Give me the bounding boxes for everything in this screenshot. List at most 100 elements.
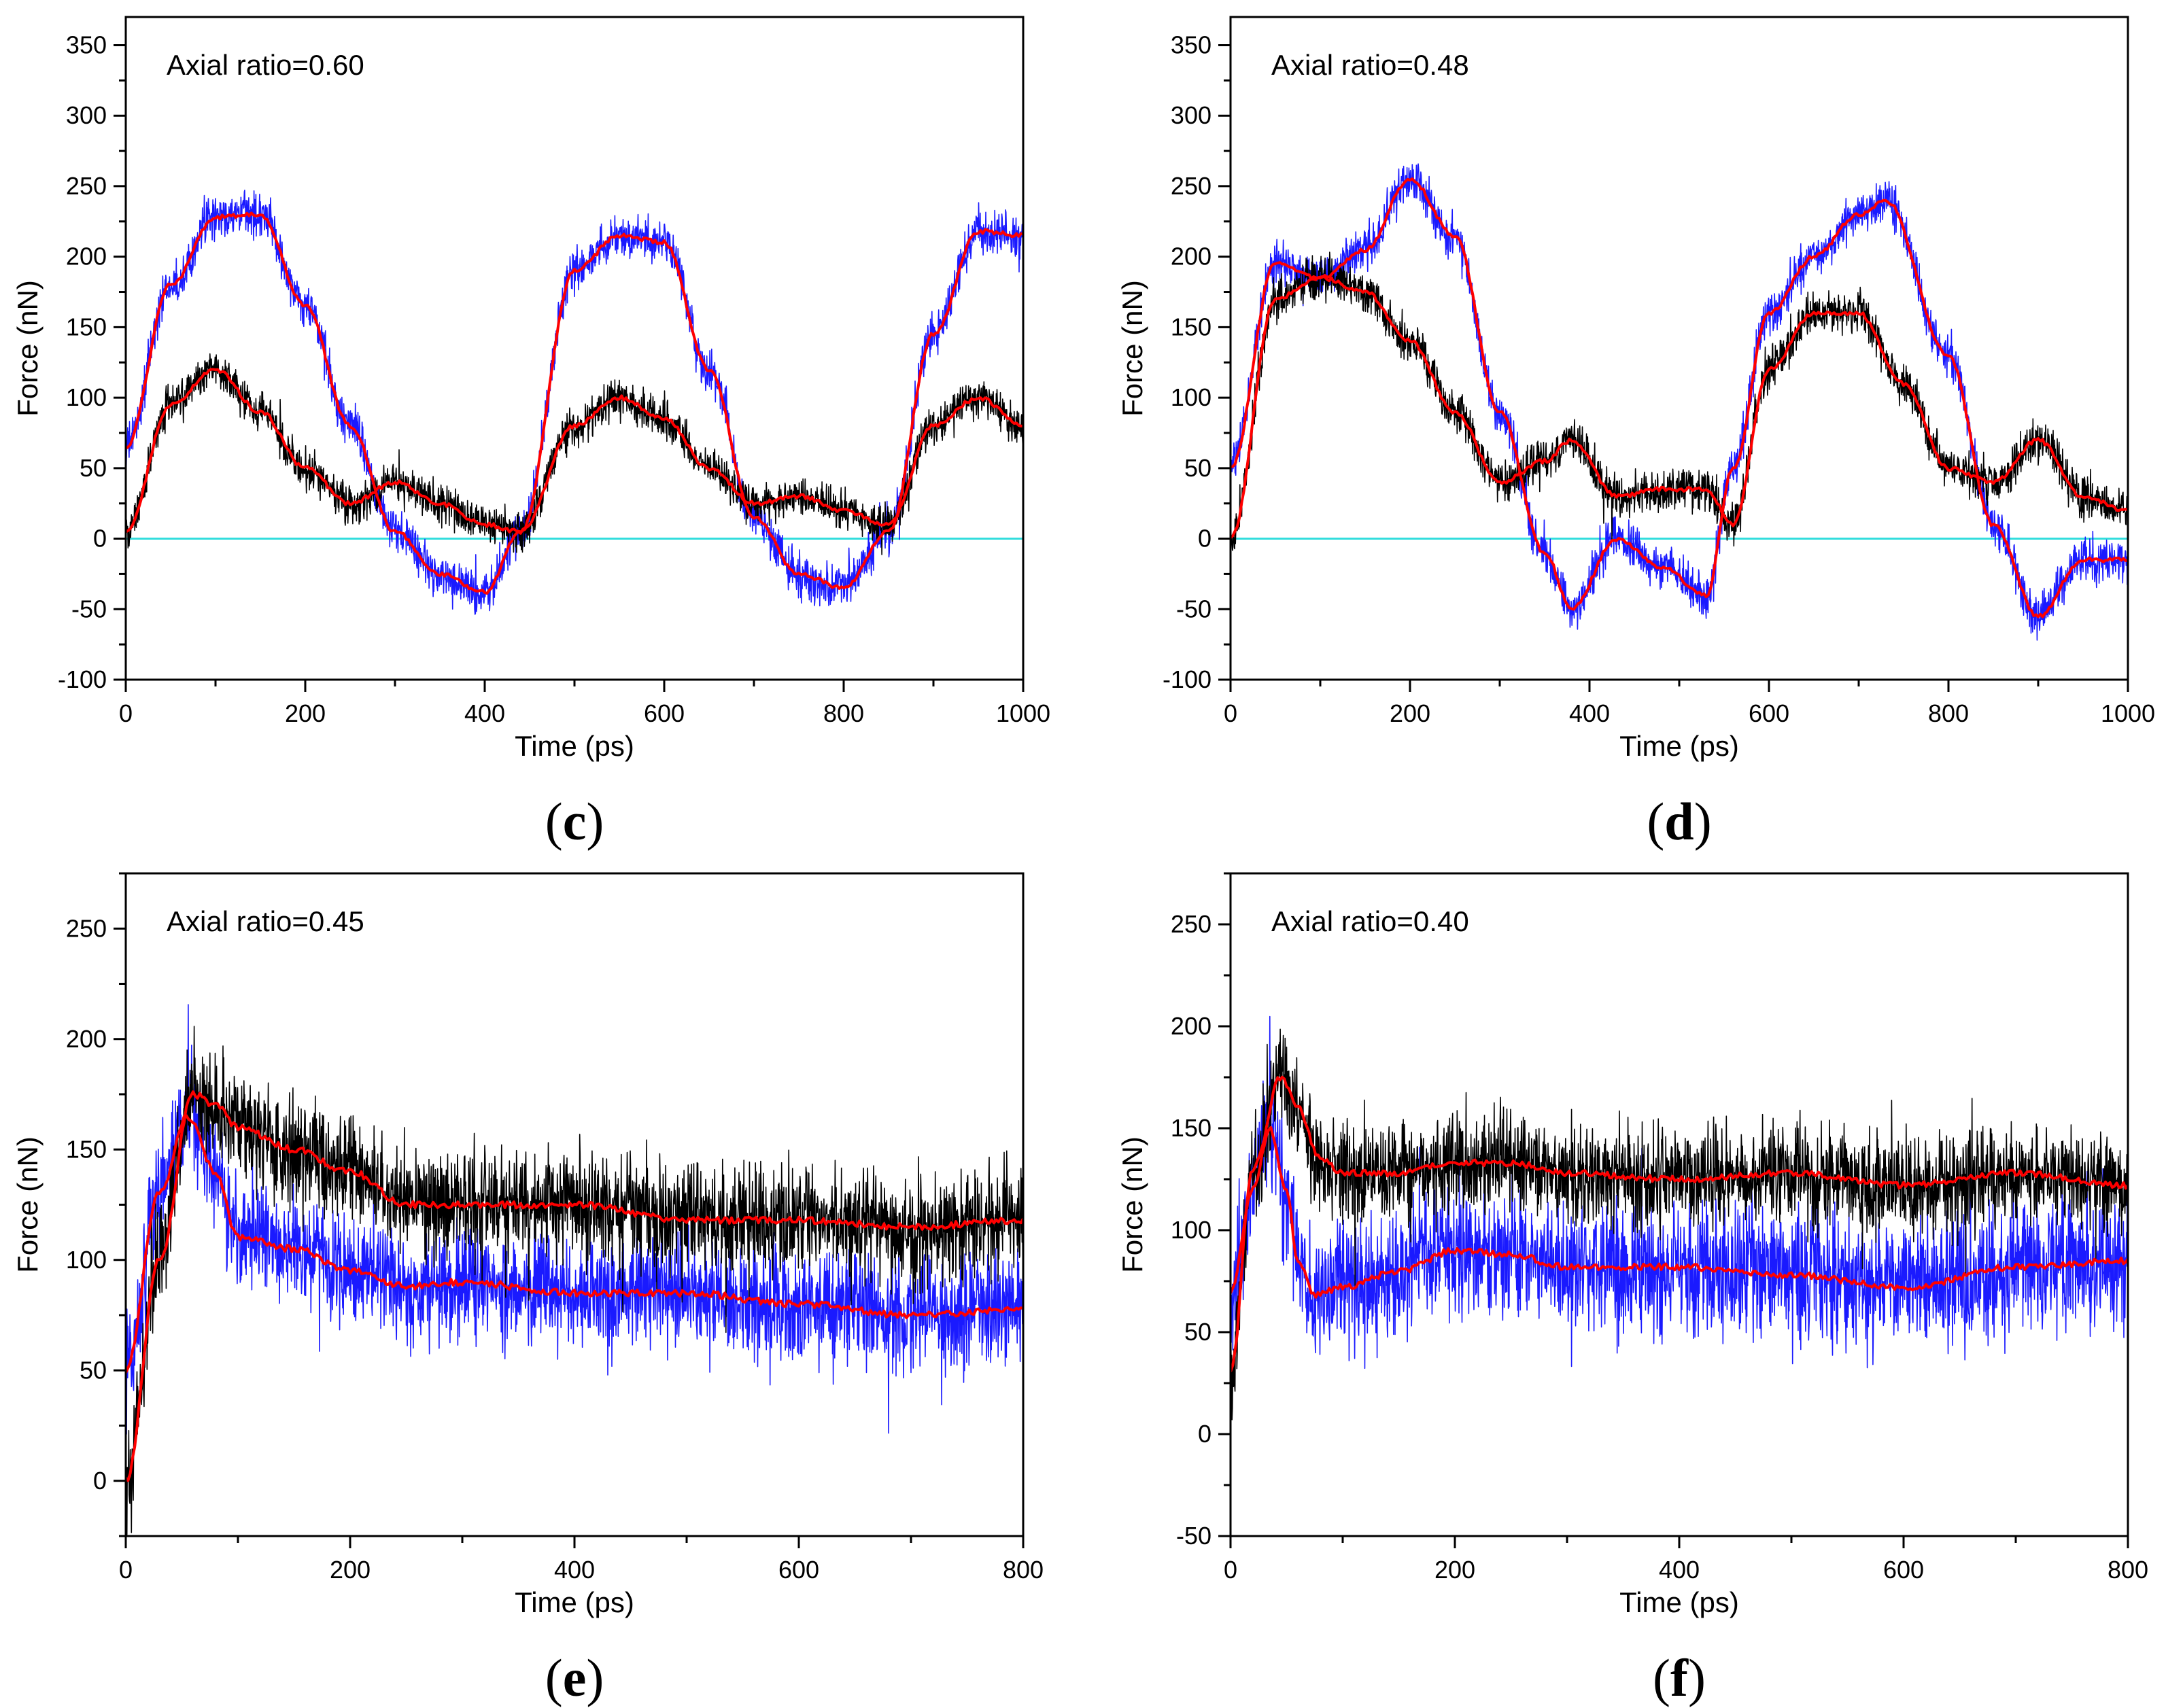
y-tick-label: 300 (66, 101, 107, 129)
y-tick-label: 50 (1184, 454, 1211, 482)
chart-panel-c: 0 200 400 600 800 1000 -100 -50 0 50 100 150 200 250 3… (12, 16, 1050, 762)
caption-close-paren: ) (1694, 792, 1712, 851)
series-black-noisy (1231, 1028, 2128, 1421)
panel-caption-c: (c) (439, 795, 710, 848)
caption-open-paren: ( (545, 792, 563, 851)
x-tick-label: 800 (1003, 1556, 1044, 1584)
y-tick-label: 150 (66, 1135, 107, 1163)
y-axis-title: Force (nN) (12, 1136, 44, 1273)
x-axis-title: Time (ps) (1619, 1586, 1739, 1618)
x-tick-label: 600 (1749, 699, 1789, 727)
axial-ratio-annotation: Axial ratio=0.48 (1271, 49, 1469, 81)
y-tick-label: 150 (1171, 1114, 1211, 1142)
plot-area (126, 1004, 1023, 1535)
y-tick-label: 0 (93, 525, 107, 553)
caption-letter: d (1664, 792, 1694, 851)
x-tick-label: 1000 (2101, 699, 2155, 727)
x-tick-label: 0 (119, 1556, 133, 1584)
series-smooth-fit-2 (1231, 1126, 2128, 1299)
y-tick-label: -50 (71, 595, 107, 623)
plot-frame (1229, 16, 2129, 681)
y-tick-label: 100 (66, 383, 107, 411)
y-tick-label: -50 (1176, 595, 1211, 623)
x-tick-label: 200 (1434, 1556, 1475, 1584)
y-tick-label: -50 (1176, 1522, 1211, 1550)
caption-open-paren: ( (1653, 1648, 1670, 1707)
y-tick-label: 100 (1171, 1216, 1211, 1244)
chart-panel-e: 0 200 400 600 800 0 50 100 150 200 250 Time (ps) For… (12, 872, 1044, 1618)
y-tick-label: 350 (66, 31, 107, 58)
x-tick-label: 600 (778, 1556, 819, 1584)
plot-area (1231, 163, 2128, 641)
y-tick-label: 0 (93, 1467, 107, 1495)
y-axis-title: Force (nN) (12, 280, 44, 417)
x-tick-label: 200 (285, 699, 326, 727)
x-tick-label: 400 (1659, 1556, 1700, 1584)
series-smooth-fit-3 (126, 1090, 1023, 1482)
caption-letter: f (1670, 1648, 1688, 1707)
caption-open-paren: ( (1647, 792, 1665, 851)
y-tick-label: 100 (66, 1246, 107, 1274)
y-axis-title: Force (nN) (1116, 1136, 1148, 1273)
y-tick-label: 50 (80, 454, 107, 482)
y-tick-label: 100 (1171, 383, 1211, 411)
y-axis-title: Force (nN) (1116, 280, 1148, 417)
caption-close-paren: ) (586, 792, 604, 851)
caption-close-paren: ) (586, 1648, 604, 1707)
x-tick-label: 200 (330, 1556, 371, 1584)
series-blue-noisy (1231, 163, 2128, 641)
plot-frame (124, 16, 1025, 681)
x-tick-label: 600 (644, 699, 685, 727)
panel-caption-e: (e) (439, 1652, 710, 1705)
axial-ratio-annotation: Axial ratio=0.60 (167, 49, 364, 81)
x-tick-label: 0 (119, 699, 133, 727)
series-black-noisy (126, 1026, 1023, 1535)
caption-close-paren: ) (1687, 1648, 1706, 1707)
plot-area (1231, 1015, 2128, 1421)
caption-open-paren: ( (545, 1648, 563, 1707)
y-tick-label: 200 (66, 243, 107, 271)
series-black-noisy (1231, 251, 2128, 551)
axial-ratio-annotation: Axial ratio=0.40 (1271, 905, 1469, 937)
y-tick-label: -100 (58, 665, 107, 693)
series-smooth-fit-2 (1231, 177, 2128, 618)
x-tick-label: 800 (2108, 1556, 2148, 1584)
y-tick-label: 150 (1171, 313, 1211, 341)
series-smooth-fit-3 (126, 368, 1023, 535)
y-tick-label: 250 (66, 172, 107, 200)
x-tick-label: 0 (1224, 699, 1237, 727)
x-axis-title: Time (ps) (515, 730, 634, 762)
y-tick-label: 150 (66, 313, 107, 341)
x-axis-title: Time (ps) (1619, 730, 1739, 762)
y-tick-label: 350 (1171, 31, 1211, 58)
y-tick-label: 250 (1171, 910, 1211, 938)
x-tick-label: 400 (554, 1556, 595, 1584)
series-blue-noisy (126, 190, 1023, 615)
chart-panel-f: 0 200 400 600 800 -50 0 50 100 150 200 250 Time (ps)… (1116, 872, 2148, 1618)
x-tick-label: 800 (1928, 699, 1969, 727)
axial-ratio-annotation: Axial ratio=0.45 (167, 905, 364, 937)
x-tick-label: 0 (1224, 1556, 1237, 1584)
y-tick-label: 50 (80, 1356, 107, 1384)
y-tick-label: -100 (1163, 665, 1211, 693)
panel-caption-d: (d) (1543, 795, 1815, 848)
series-smooth-fit-3 (1231, 1075, 2128, 1372)
caption-letter: c (562, 792, 587, 851)
y-tick-label: 200 (1171, 1012, 1211, 1040)
x-axis-title: Time (ps) (515, 1586, 634, 1618)
plot-area (126, 190, 1023, 615)
series-blue-noisy (126, 1004, 1023, 1435)
y-tick-label: 200 (1171, 243, 1211, 271)
series-black-noisy (126, 353, 1023, 555)
chart-panel-d: 0 200 400 600 800 1000 -100 -50 0 50 100 150 200 250 3… (1116, 16, 2155, 762)
y-tick-label: 250 (66, 914, 107, 942)
series-smooth-fit-2 (126, 1114, 1023, 1374)
y-tick-label: 250 (1171, 172, 1211, 200)
series-blue-noisy (1231, 1015, 2128, 1369)
x-tick-label: 400 (464, 699, 505, 727)
x-tick-label: 600 (1883, 1556, 1924, 1584)
x-tick-label: 800 (823, 699, 864, 727)
x-tick-label: 400 (1569, 699, 1610, 727)
y-tick-label: 200 (66, 1025, 107, 1053)
series-smooth-fit-3 (1231, 275, 2128, 539)
